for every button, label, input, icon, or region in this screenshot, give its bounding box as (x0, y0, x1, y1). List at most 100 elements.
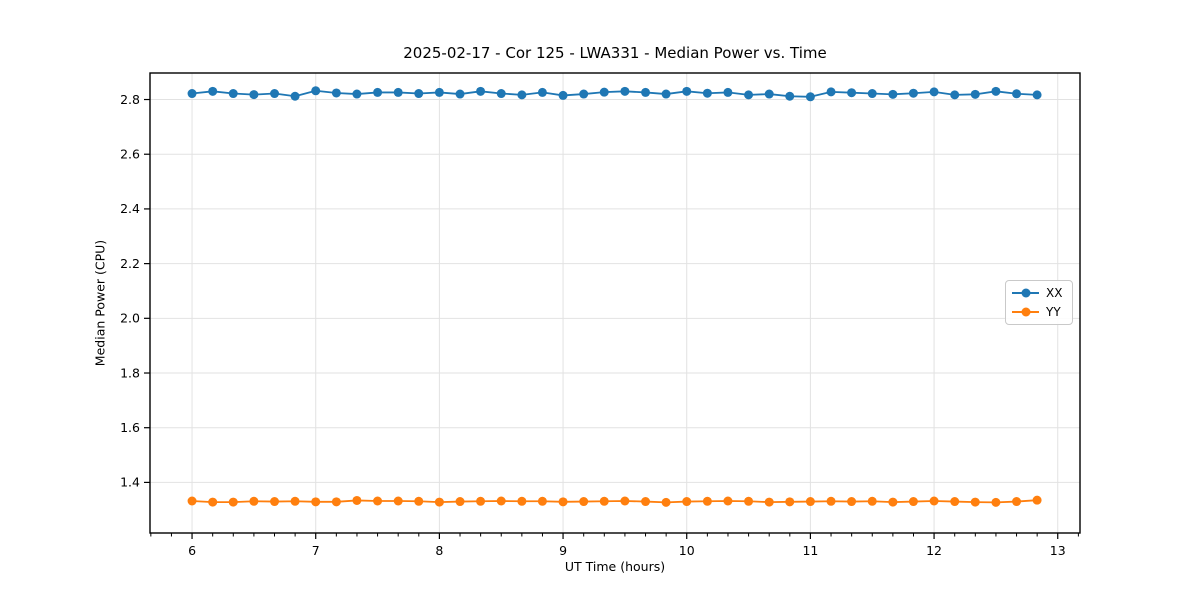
series-yy-marker (641, 497, 651, 507)
x-axis-label: UT Time (hours) (564, 559, 666, 574)
series-xx-marker (950, 90, 960, 100)
series-yy-marker (496, 496, 506, 506)
series-xx-marker (434, 87, 444, 97)
series-yy-marker (1012, 497, 1022, 507)
x-tick-label: 6 (188, 543, 196, 558)
y-tick-label: 2.2 (120, 256, 140, 271)
series-xx-marker (393, 87, 403, 97)
y-tick-label: 2.8 (120, 92, 140, 107)
series-yy-marker (620, 496, 630, 506)
legend-line-sample (1012, 307, 1039, 317)
y-tick-label: 2.0 (120, 311, 140, 326)
series-yy-marker (249, 496, 259, 506)
series-xx-marker (311, 86, 321, 96)
series-xx-marker (991, 86, 1001, 96)
series-yy-marker (331, 497, 341, 507)
series-xx-marker (1012, 89, 1022, 99)
series-yy-marker (393, 496, 403, 506)
series-yy-marker (208, 497, 218, 507)
series-xx-marker (888, 89, 898, 99)
series-xx-marker (249, 90, 259, 100)
series-xx-marker (661, 89, 671, 99)
series-yy-marker (908, 497, 918, 507)
series-yy-marker (187, 496, 197, 506)
series-xx-marker (847, 88, 857, 98)
legend-marker-dot (1021, 288, 1030, 298)
legend-item-xx: XX (1012, 284, 1066, 302)
legend-item-yy: YY (1012, 303, 1066, 321)
y-tick-label: 2.4 (120, 201, 140, 216)
series-xx-marker (599, 87, 609, 97)
series-xx-marker (537, 87, 547, 97)
series-yy-marker (434, 497, 444, 507)
series-xx-marker (641, 87, 651, 97)
series-yy-marker (455, 497, 465, 507)
series-xx-marker (908, 88, 918, 98)
legend-line-sample (1012, 288, 1039, 298)
chart-title: 2025-02-17 - Cor 125 - LWA331 - Median P… (403, 44, 827, 62)
series-yy-marker (888, 497, 898, 507)
series-xx-marker (455, 89, 465, 99)
x-tick-label: 12 (926, 543, 942, 558)
series-xx-marker (620, 86, 630, 96)
series-xx-marker (723, 87, 733, 97)
series-yy-marker (1032, 495, 1042, 505)
series-yy-marker (682, 497, 692, 507)
x-tick-label: 8 (435, 543, 443, 558)
y-tick-label: 1.8 (120, 365, 140, 380)
series-yy-marker (867, 496, 877, 506)
series-xx-marker (682, 86, 692, 96)
series-xx-marker (228, 89, 238, 99)
plot-area-border (149, 72, 1081, 534)
legend-label: YY (1046, 305, 1061, 319)
series-xx-marker (826, 87, 836, 97)
series-yy-marker (929, 496, 939, 506)
x-tick-label: 7 (312, 543, 320, 558)
series-yy-marker (599, 496, 609, 506)
series-yy-marker (290, 496, 300, 506)
series-yy-marker (970, 497, 980, 507)
series-xx-marker (702, 88, 712, 98)
series-yy-marker (579, 497, 589, 507)
series-yy-marker (373, 496, 383, 506)
series-xx-marker (187, 89, 197, 99)
x-tick-label: 10 (679, 543, 695, 558)
y-tick-label: 1.4 (120, 475, 140, 490)
series-xx-marker (867, 89, 877, 99)
legend-marker-dot (1021, 307, 1030, 317)
series-yy-marker (805, 497, 815, 507)
series-yy-marker (744, 496, 754, 506)
series-xx-marker (352, 89, 362, 99)
series-yy-marker (228, 497, 238, 507)
series-yy-marker (950, 497, 960, 507)
series-yy-marker (991, 497, 1001, 507)
series-yy-marker (414, 496, 424, 506)
series-yy-marker (311, 497, 321, 507)
x-tick-label: 11 (802, 543, 818, 558)
series-xx-marker (764, 89, 774, 99)
series-xx-marker (805, 92, 815, 102)
series-xx-marker (579, 89, 589, 99)
legend-label: XX (1046, 286, 1063, 300)
series-xx-marker (558, 90, 568, 100)
series-yy-marker (723, 496, 733, 506)
series-yy-marker (826, 496, 836, 506)
series-yy-marker (270, 497, 280, 507)
series-yy-marker (847, 497, 857, 507)
series-xx-marker (331, 88, 341, 98)
y-axis-label: Median Power (CPU) (92, 239, 108, 367)
series-yy-marker (702, 496, 712, 506)
series-yy-marker (517, 496, 527, 506)
y-tick-label: 1.6 (120, 420, 140, 435)
series-yy-marker (476, 496, 486, 506)
series-xx-marker (496, 89, 506, 99)
series-xx-marker (270, 89, 280, 99)
series-xx-marker (476, 86, 486, 96)
series-yy-marker (764, 497, 774, 507)
series-xx-marker (929, 87, 939, 97)
series-xx-marker (290, 91, 300, 101)
series-xx-marker (1032, 90, 1042, 100)
series-xx-marker (208, 86, 218, 96)
